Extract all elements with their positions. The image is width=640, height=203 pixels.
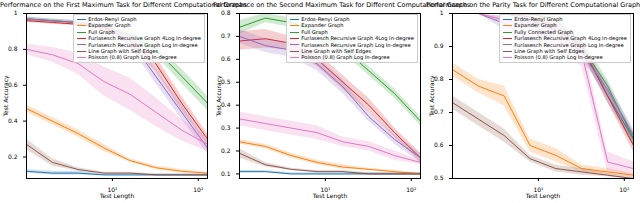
html-text:Erdos-Renyi Graph: Erdos-Renyi Graph xyxy=(514,16,563,22)
html-text:Performance on the Second Maxi: Performance on the Second Maximum Task f… xyxy=(213,1,471,9)
html-text:Fully Connected Graph: Fully Connected Graph xyxy=(514,28,574,35)
html-text:Line Graph with Self Edges: Line Graph with Self Edges xyxy=(88,48,159,54)
html-text:Expander Graph: Expander Graph xyxy=(301,22,344,29)
svg-text:Test Length: Test Length xyxy=(525,192,561,200)
html-text:Line Graph with Self Edges: Line Graph with Self Edges xyxy=(301,48,372,54)
svg-text:0.7: 0.7 xyxy=(434,108,444,115)
svg-text:0.8: 0.8 xyxy=(434,75,444,82)
html-text:Expander Graph: Expander Graph xyxy=(514,22,557,29)
html-text:Furlasesch Recursive Graph 4Lo: Furlasesch Recursive Graph 4Log In-degre… xyxy=(301,35,414,42)
svg-text:Test Length: Test Length xyxy=(312,192,348,200)
html-text:Expander Graph: Expander Graph xyxy=(88,22,131,29)
svg-text:0.8: 0.8 xyxy=(8,45,18,52)
svg-text:1: 1 xyxy=(440,10,444,16)
svg-text:10¹: 10¹ xyxy=(107,185,118,193)
html-text:Poisson (0.8) Graph Log In-deg: Poisson (0.8) Graph Log In-degree xyxy=(88,54,177,61)
html-text:Poisson (0.8) Graph Log In-deg: Poisson (0.8) Graph Log In-degree xyxy=(514,54,603,61)
html-text:Performance on the First Maxim: Performance on the First Maximum Task fo… xyxy=(0,1,247,9)
html-text:Erdos-Renyi Graph: Erdos-Renyi Graph xyxy=(301,16,350,22)
html-text:Furlasesch Recursive Graph 4Lo: Furlasesch Recursive Graph 4Log In-degre… xyxy=(88,35,201,42)
svg-text:0.6: 0.6 xyxy=(221,55,231,62)
svg-text:0.2: 0.2 xyxy=(8,153,18,160)
svg-text:0.2: 0.2 xyxy=(221,147,231,154)
svg-text:Test Length: Test Length xyxy=(99,192,135,200)
svg-text:0.6: 0.6 xyxy=(434,141,444,148)
svg-text:10¹: 10¹ xyxy=(320,185,331,193)
svg-text:0.5: 0.5 xyxy=(221,78,231,85)
svg-text:10²: 10² xyxy=(193,186,204,193)
html-text:Erdos-Renyi Graph: Erdos-Renyi Graph xyxy=(88,16,137,22)
svg-text:0.4: 0.4 xyxy=(221,101,231,108)
svg-text:Test Accuracy: Test Accuracy xyxy=(2,75,10,118)
svg-text:0.1: 0.1 xyxy=(221,170,231,177)
html-text:Furlasesch Recursive Graph 4Lo: Furlasesch Recursive Graph 4Log In-degre… xyxy=(514,35,627,42)
html-text:Furlasesch Recursive Graph Log: Furlasesch Recursive Graph Log In-degree xyxy=(301,41,411,48)
svg-text:0.4: 0.4 xyxy=(8,117,18,124)
svg-text:0.8: 0.8 xyxy=(221,10,231,16)
html-text:Furlasesch Recursive Graph Log: Furlasesch Recursive Graph Log In-degree xyxy=(88,41,198,48)
svg-text:1: 1 xyxy=(14,10,18,16)
html-text:Poisson (0.8) Graph Log In-deg: Poisson (0.8) Graph Log In-degree xyxy=(301,54,390,61)
svg-text:0.5: 0.5 xyxy=(434,174,444,181)
html-text:Line Graph with Self Edges: Line Graph with Self Edges xyxy=(514,48,585,54)
svg-text:10²: 10² xyxy=(406,186,417,193)
svg-text:0.6: 0.6 xyxy=(8,81,18,88)
html-text:Furlasesch Recursive Graph Log: Furlasesch Recursive Graph Log In-degree xyxy=(514,41,624,48)
svg-text:0.7: 0.7 xyxy=(221,32,231,39)
svg-text:10²: 10² xyxy=(619,186,630,193)
svg-text:Test Accuracy: Test Accuracy xyxy=(215,75,223,118)
html-text:Full Graph: Full Graph xyxy=(301,28,328,35)
svg-text:Test Accuracy: Test Accuracy xyxy=(428,75,436,118)
svg-text:10¹: 10¹ xyxy=(533,185,544,193)
html-text:Full Graph: Full Graph xyxy=(88,28,115,35)
svg-text:0.3: 0.3 xyxy=(221,124,231,131)
svg-text:0.9: 0.9 xyxy=(434,42,444,49)
